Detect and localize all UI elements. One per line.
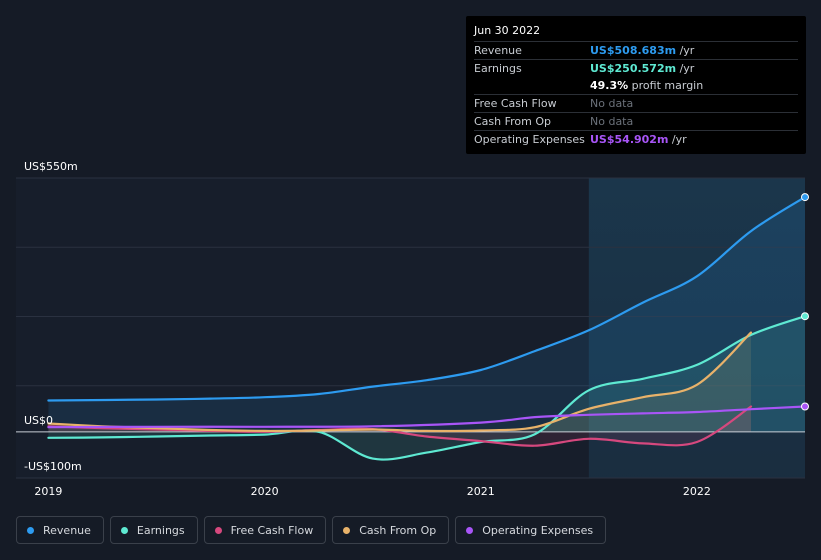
tooltip-value: US$250.572m xyxy=(590,62,677,75)
revenue-end-point xyxy=(801,193,809,202)
operating-expenses-end-point xyxy=(801,402,809,411)
tooltip-unit: profit margin xyxy=(631,79,704,92)
tooltip-row-revenue: Revenue US$508.683m /yr xyxy=(474,42,798,60)
earnings-dot-icon xyxy=(120,526,128,534)
tooltip: Jun 30 2022 Revenue US$508.683m /yr Earn… xyxy=(466,16,806,154)
free-cash-flow-area xyxy=(48,406,751,446)
legend: Revenue Earnings Free Cash Flow Cash Fro… xyxy=(16,516,607,544)
legend-label: Free Cash Flow xyxy=(230,523,314,537)
legend-label: Earnings xyxy=(136,523,185,537)
x-tick-label: 2019 xyxy=(34,485,63,498)
x-tick-label: 2020 xyxy=(250,485,279,498)
x-tick-label: 2021 xyxy=(466,485,495,498)
earnings-end-point xyxy=(801,312,809,321)
earnings-line xyxy=(47,315,807,461)
tooltip-row-cash-from-op: Cash From Op No data xyxy=(474,113,798,131)
revenue-dot-icon xyxy=(27,526,34,534)
y-axis-bottom-label: -US$100m xyxy=(24,460,82,473)
legend-label: Revenue xyxy=(43,523,91,537)
tooltip-value: No data xyxy=(590,115,634,128)
cash-from-op-area xyxy=(48,332,751,432)
operating-expenses-dot-icon xyxy=(466,526,474,534)
tooltip-unit: /yr xyxy=(679,62,695,75)
legend-item-cash-from-op[interactable]: Cash From Op xyxy=(332,516,450,544)
legend-item-revenue[interactable]: Revenue xyxy=(16,516,104,544)
x-tick-label: 2022 xyxy=(682,485,711,498)
operating-expenses-line xyxy=(47,405,807,429)
tooltip-label: Earnings xyxy=(474,62,522,75)
earnings-area xyxy=(48,316,805,460)
tooltip-value: 49.3% xyxy=(590,79,629,92)
legend-label: Operating Expenses xyxy=(482,523,594,537)
legend-item-operating-expenses[interactable]: Operating Expenses xyxy=(455,516,607,544)
tooltip-row-operating-expenses: Operating Expenses US$54.902m /yr xyxy=(474,131,798,148)
y-axis-zero-label: US$0 xyxy=(24,414,54,427)
legend-item-free-cash-flow[interactable]: Free Cash Flow xyxy=(203,516,327,544)
cash-from-op-dot-icon xyxy=(343,526,351,534)
free-cash-flow-dot-icon xyxy=(214,526,222,534)
tooltip-unit: /yr xyxy=(679,44,695,57)
free-cash-flow-line xyxy=(47,405,753,447)
tooltip-value: US$508.683m xyxy=(590,44,677,57)
revenue-line xyxy=(47,196,807,402)
tooltip-row-profit-margin: 49.3% profit margin xyxy=(474,77,798,95)
tooltip-unit: /yr xyxy=(671,133,687,146)
tooltip-row-free-cash-flow: Free Cash Flow No data xyxy=(474,95,798,113)
tooltip-label xyxy=(474,77,590,94)
tooltip-value: No data xyxy=(590,97,634,110)
cash-from-op-line xyxy=(47,331,753,433)
tooltip-value: US$54.902m xyxy=(590,133,669,146)
tooltip-label: Cash From Op xyxy=(474,115,552,128)
tooltip-label: Operating Expenses xyxy=(474,133,585,146)
legend-item-earnings[interactable]: Earnings xyxy=(109,516,198,544)
legend-label: Cash From Op xyxy=(359,523,437,537)
tooltip-date: Jun 30 2022 xyxy=(474,23,798,42)
tooltip-label: Free Cash Flow xyxy=(474,97,557,110)
revenue-area xyxy=(48,197,805,432)
tooltip-label: Revenue xyxy=(474,44,522,57)
tooltip-row-earnings: Earnings US$250.572m /yr xyxy=(474,60,798,77)
y-axis-top-label: US$550m xyxy=(24,160,78,173)
